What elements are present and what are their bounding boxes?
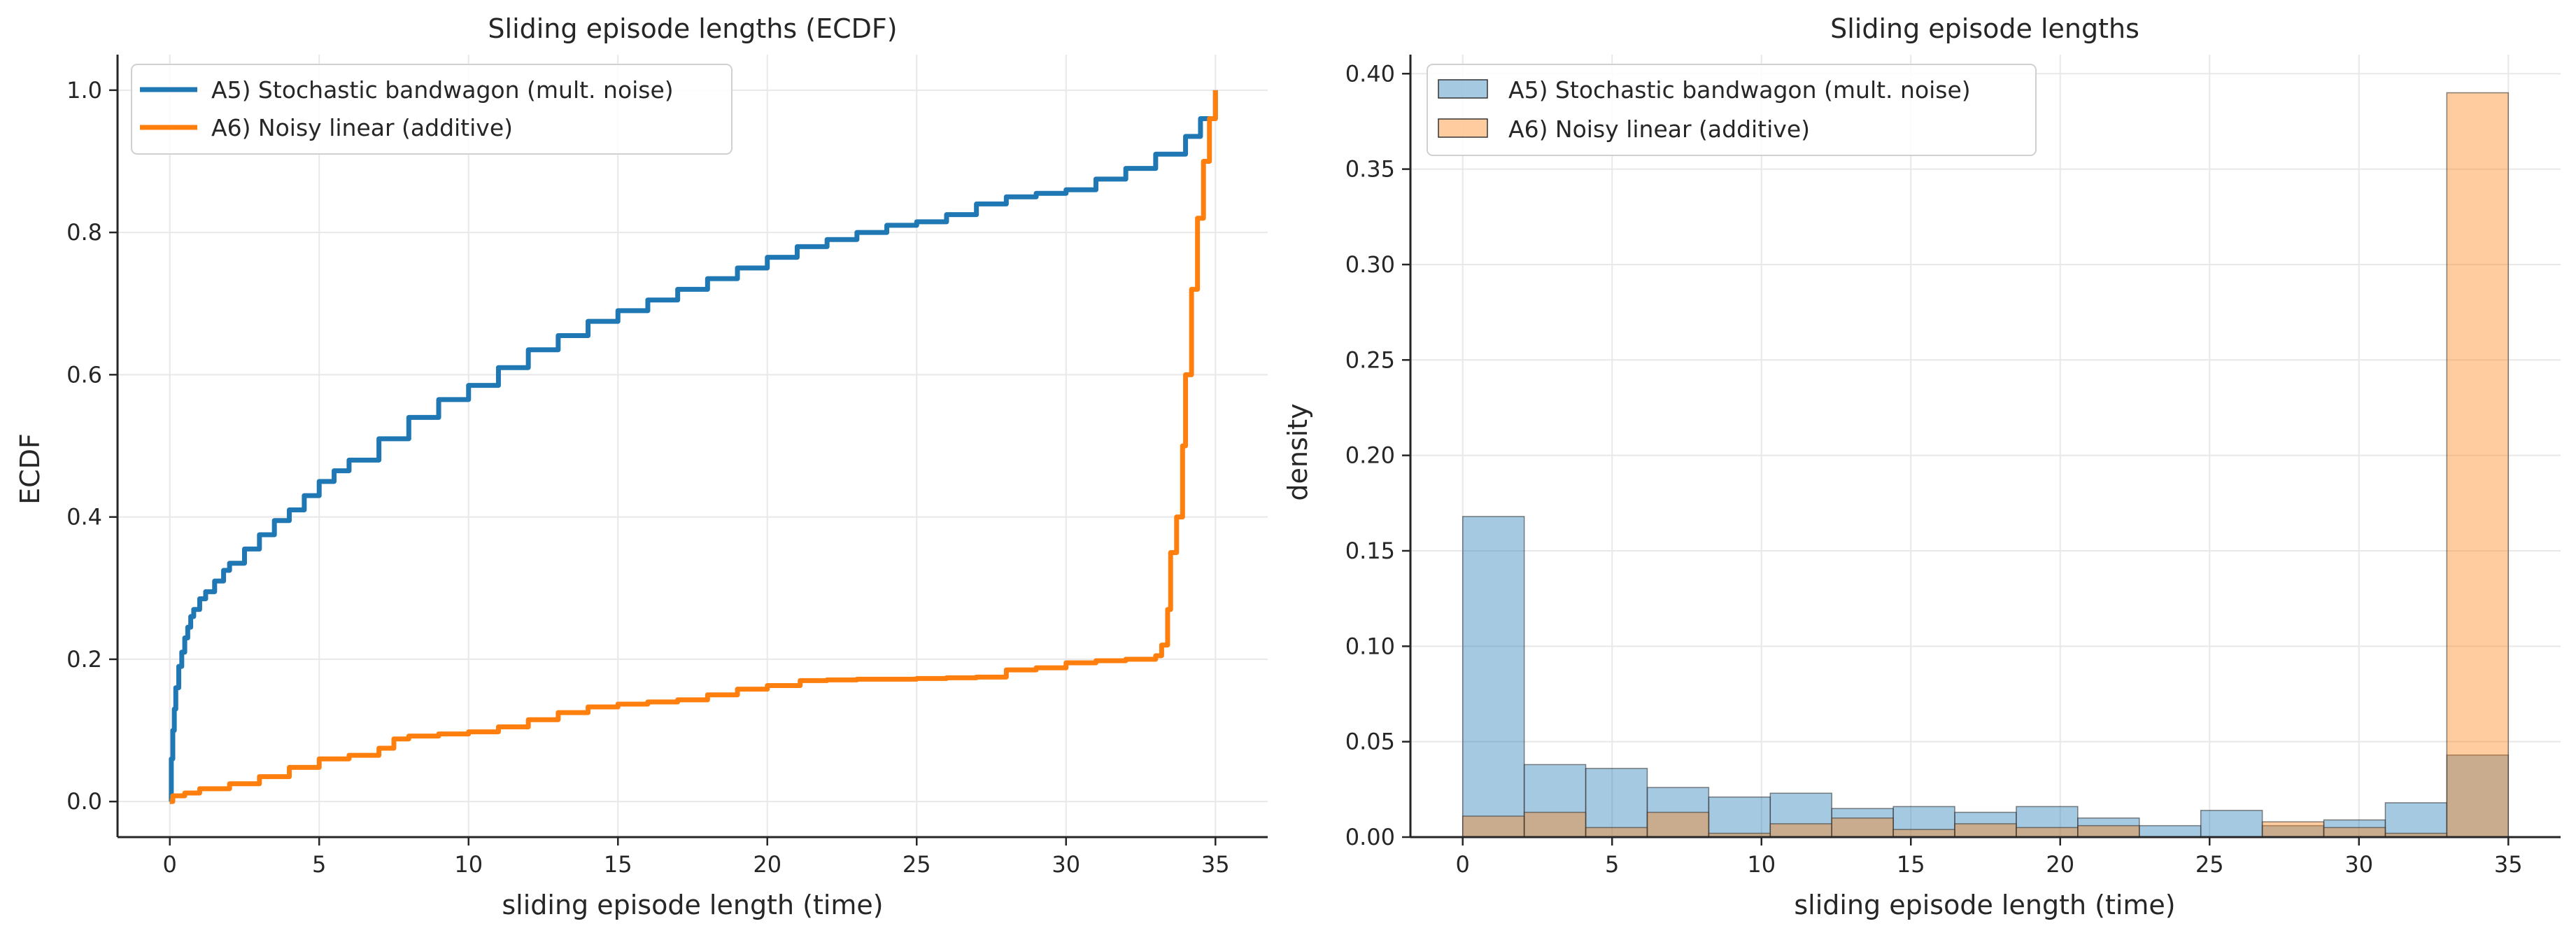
hist-legend-swatch-a5 xyxy=(1438,79,1488,99)
hist-x-tick-label-6: 30 xyxy=(2344,851,2373,878)
hist-y-tick-label-0: 0.00 xyxy=(1345,824,1395,850)
hist-bar-a6-9 xyxy=(2016,827,2079,838)
hist-bar-a6-10 xyxy=(2077,825,2140,838)
hist-grid xyxy=(1410,55,2561,838)
ecdf-legend-label-a6: A6) Noisy linear (additive) xyxy=(211,114,513,141)
hist-y-tick-label-6: 0.30 xyxy=(1345,251,1395,278)
hist-bar-a6-2 xyxy=(1585,827,1648,838)
hist-title: Sliding episode lengths xyxy=(1830,13,2139,44)
ecdf-x-tick-label-1: 5 xyxy=(312,851,326,878)
hist-x-label: sliding episode length (time) xyxy=(1794,890,2175,920)
hist-x-tick-label-0: 0 xyxy=(1456,851,1470,878)
hist-bar-a5-14 xyxy=(2323,819,2386,838)
hist-bar-a6-1 xyxy=(1523,811,1587,838)
hist-bar-a5-9 xyxy=(2016,806,2079,838)
hist-bar-a5-12 xyxy=(2200,810,2263,838)
hist-bar-a5-11 xyxy=(2139,825,2202,838)
hist-legend-swatch-a6 xyxy=(1438,118,1488,138)
ecdf-x-tick-label-5: 25 xyxy=(903,851,931,878)
ecdf-axes: 0 5 10 15 20 25 30 35 0.0 0.2 0.4 0.6 0.8 1.0 xyxy=(66,55,1268,878)
hist-bar-a5-10 xyxy=(2077,817,2140,838)
hist-legend: A5) Stochastic bandwagon (mult. noise) A… xyxy=(1427,64,2037,156)
ecdf-panel: Sliding episode lengths (ECDF) sliding e… xyxy=(15,13,1268,920)
hist-y-label: density xyxy=(1282,403,1313,500)
hist-bar-a5-0 xyxy=(1462,516,1525,838)
hist-y-tick-label-7: 0.35 xyxy=(1345,156,1395,183)
hist-bar-a5-15 xyxy=(2384,802,2448,838)
ecdf-line-a5 xyxy=(169,90,1218,804)
hist-y-tick-label-1: 0.05 xyxy=(1345,729,1395,755)
ecdf-marks xyxy=(169,90,1218,804)
hist-x-tick-label-2: 10 xyxy=(1747,851,1776,878)
hist-bar-a6-6 xyxy=(1831,817,1894,838)
hist-bar-a6-3 xyxy=(1646,811,1710,838)
hist-y-tick-label-8: 0.40 xyxy=(1345,60,1395,87)
ecdf-x-tick-label-3: 15 xyxy=(604,851,632,878)
hist-y-tick-label-4: 0.20 xyxy=(1345,442,1395,469)
ecdf-legend: A5) Stochastic bandwagon (mult. noise) A… xyxy=(131,64,733,155)
hist-legend-box xyxy=(1427,64,2037,156)
hist-x-tick-label-5: 25 xyxy=(2195,851,2224,878)
hist-y-tick-label-3: 0.15 xyxy=(1345,538,1395,564)
ecdf-x-tick-label-2: 10 xyxy=(454,851,483,878)
hist-bar-a5-2 xyxy=(1585,768,1648,838)
ecdf-x-tick-label-0: 0 xyxy=(163,851,177,878)
ecdf-x-tick-label-6: 30 xyxy=(1052,851,1080,878)
hist-bar-a6-0 xyxy=(1462,815,1525,838)
hist-x-tick-label-7: 35 xyxy=(2494,851,2523,878)
histogram-panel: Sliding episode lengths sliding episode … xyxy=(1282,13,2561,920)
hist-bar-a5-16 xyxy=(2446,754,2510,838)
hist-bar-a6-5 xyxy=(1769,823,1832,838)
hist-bar-a6-8 xyxy=(1954,823,2017,838)
hist-bar-a6-14 xyxy=(2323,827,2386,838)
hist-legend-label-a5: A5) Stochastic bandwagon (mult. noise) xyxy=(1508,76,1971,104)
ecdf-y-tick-label-5: 1.0 xyxy=(66,77,102,104)
ecdf-line-a6 xyxy=(169,90,1218,804)
ecdf-y-tick-label-4: 0.8 xyxy=(66,219,102,246)
ecdf-y-tick-label-0: 0.0 xyxy=(66,788,102,815)
ecdf-title: Sliding episode lengths (ECDF) xyxy=(488,13,897,44)
ecdf-y-tick-label-2: 0.4 xyxy=(66,504,102,531)
ecdf-legend-box xyxy=(131,64,733,155)
hist-x-tick-label-4: 20 xyxy=(2046,851,2074,878)
ecdf-x-label: sliding episode length (time) xyxy=(502,890,883,920)
hist-x-tick-label-1: 5 xyxy=(1605,851,1619,878)
hist-bar-a6-7 xyxy=(1892,829,1955,838)
hist-legend-label-a6: A6) Noisy linear (additive) xyxy=(1508,115,1810,143)
hist-bar-a5-4 xyxy=(1708,796,1771,838)
hist-bar-a6-13 xyxy=(2261,821,2325,838)
hist-x-tick-label-3: 15 xyxy=(1897,851,1925,878)
hist-axes: 0 5 10 15 20 25 30 35 0.00 0.05 0.10 0.15 0.20 0.25 0.… xyxy=(1345,55,2561,878)
hist-y-tick-label-5: 0.25 xyxy=(1345,346,1395,373)
ecdf-y-label: ECDF xyxy=(15,433,45,505)
hist-y-tick-label-2: 0.10 xyxy=(1345,633,1395,659)
hist-marks xyxy=(1462,92,2510,838)
ecdf-grid xyxy=(118,55,1268,837)
hist-bar-a6-16 xyxy=(2446,92,2510,838)
ecdf-x-tick-label-7: 35 xyxy=(1201,851,1230,878)
ecdf-y-tick-label-3: 0.6 xyxy=(66,361,102,388)
ecdf-x-tick-label-4: 20 xyxy=(753,851,781,878)
ecdf-y-tick-label-1: 0.2 xyxy=(66,646,102,673)
ecdf-legend-label-a5: A5) Stochastic bandwagon (mult. noise) xyxy=(211,76,674,104)
